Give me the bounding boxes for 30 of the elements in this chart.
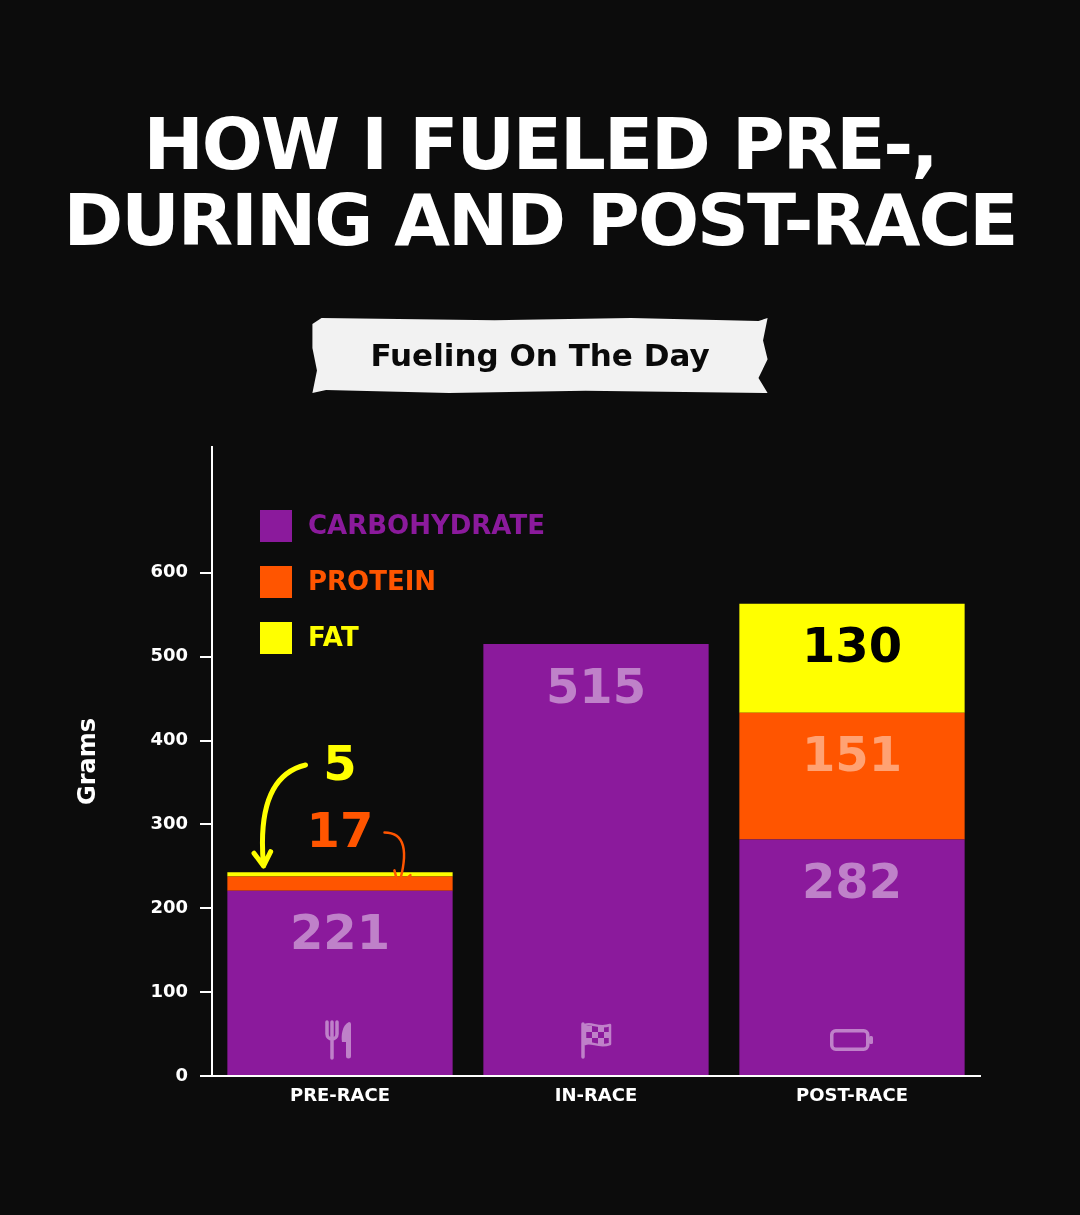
y-tick-label: 500 [150, 644, 188, 666]
y-tick-label: 300 [150, 812, 188, 834]
legend-label: FAT [308, 621, 359, 652]
bar [739, 603, 965, 713]
y-tick-label: 600 [150, 560, 188, 582]
data-label: 5 [323, 734, 357, 791]
bar [227, 890, 453, 1075]
x-tick-label: POST-RACE [796, 1084, 908, 1106]
x-tick-label: IN-RACE [554, 1084, 638, 1106]
bar [739, 712, 965, 840]
y-tick-label: 100 [150, 979, 188, 1001]
bar [739, 839, 965, 1075]
bar [483, 644, 709, 1075]
bar [227, 876, 453, 891]
data-label: 221 [289, 904, 391, 961]
y-tick-label: 200 [150, 895, 188, 917]
data-label: 17 [306, 801, 374, 858]
bar [227, 872, 453, 877]
legend-label: CARBOHYDRATE [308, 509, 545, 540]
chart-subtitle: Fueling On The Day [312, 318, 768, 393]
data-label: 515 [545, 657, 647, 714]
y-tick-label: 0 [175, 1063, 188, 1085]
data-label: 282 [801, 852, 903, 909]
data-label: 130 [801, 617, 903, 674]
data-label: 151 [801, 726, 903, 783]
y-axis-title: Grams [72, 717, 101, 806]
legend-label: PROTEIN [308, 565, 437, 596]
y-tick-label: 400 [150, 728, 188, 750]
x-tick-label: PRE-RACE [289, 1084, 391, 1106]
chart-title: HOW I FUELED PRE-, DURING AND POST-RACE [62, 102, 1018, 262]
